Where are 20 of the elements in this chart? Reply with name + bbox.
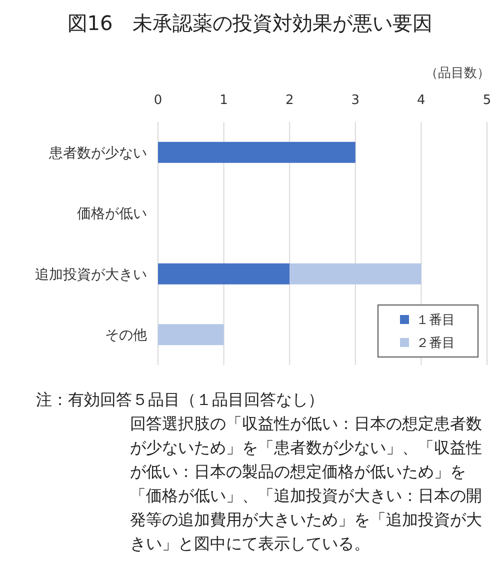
x-tick-label: 5 (482, 93, 492, 108)
x-tick-label: 4 (417, 93, 426, 108)
legend-label: １番目 (416, 313, 455, 328)
y-tick-label: 価格が低い (77, 206, 147, 222)
legend-label: ２番目 (416, 336, 455, 351)
y-tick-label: 追加投資が大きい (35, 266, 147, 283)
chart-title: 図16 未承認薬の投資対効果が悪い要因 (67, 11, 433, 35)
text: 回答選択肢の「収益性が低い：日本の想定患者数が少ないため」を「患者数が少ない」、「収益性が低い：日本の製品の想定価格が低いため」を「価格が低い」、「追加投資が大きい：日本の開発等の追加費用が大きいため」を「追加投資が大きい」と図中にて表示している。 (130, 413, 482, 555)
bar (158, 324, 224, 346)
text: 注：有効回答５品目（１品目回答なし） (36, 389, 324, 411)
y-tick-label: 患者数が少ない (48, 145, 147, 162)
x-axis-title: （品目数） (425, 66, 490, 81)
bar (158, 142, 356, 163)
y-tick-label: その他 (105, 328, 147, 344)
x-tick-label: 1 (220, 93, 228, 108)
x-tick-label: 0 (154, 93, 162, 108)
bar (290, 263, 422, 284)
x-tick-label: 2 (285, 93, 294, 108)
x-tick-label: 3 (351, 93, 360, 108)
bar (158, 263, 290, 284)
